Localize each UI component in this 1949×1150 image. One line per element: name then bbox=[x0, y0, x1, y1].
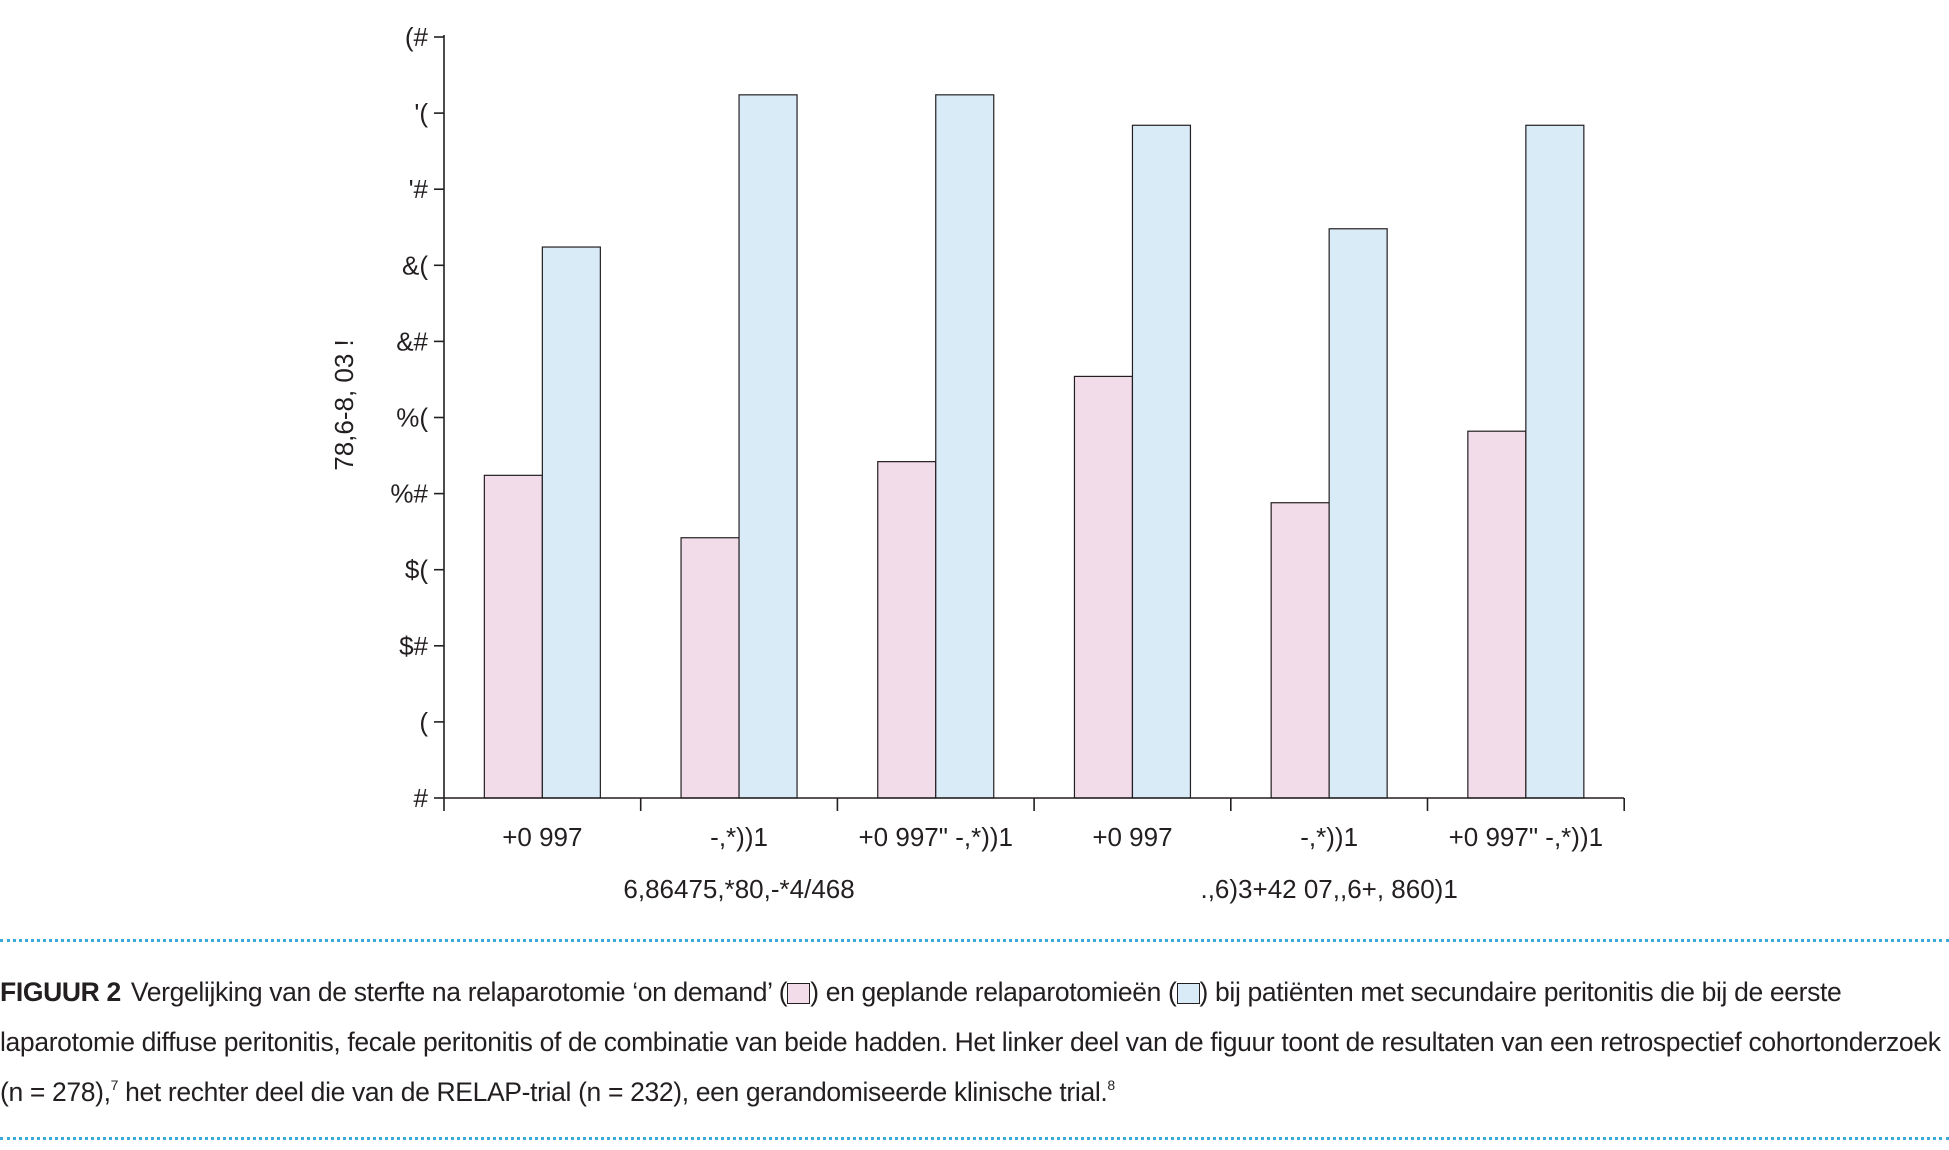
x-group-label: 6,86475,*80,-*4/468 bbox=[623, 874, 854, 904]
y-tick-label: &( bbox=[402, 250, 428, 280]
caption-text-3: ) bij patiënten met secundaire peritonit… bbox=[0, 977, 1941, 1107]
y-tick-label: # bbox=[414, 783, 429, 813]
bar-planned bbox=[541, 246, 601, 799]
bar-planned bbox=[935, 94, 995, 799]
y-tick-label: ( bbox=[419, 707, 428, 737]
x-axis-ticks bbox=[443, 798, 1625, 811]
y-tick-label: '# bbox=[409, 174, 429, 204]
bar-planned bbox=[738, 94, 798, 799]
caption-divider-top bbox=[0, 939, 1949, 942]
figure-caption: FIGUUR 2 Vergelijking van de sterfte na r… bbox=[0, 967, 1945, 1117]
x-category-label: -,*))1 bbox=[710, 822, 768, 852]
reference-8: 8 bbox=[1107, 1077, 1115, 1093]
bar-planned bbox=[1328, 228, 1388, 799]
figure-label: FIGUUR 2 bbox=[0, 977, 121, 1007]
y-axis-ticks: # ( $# $( %# %( &# &( '# '( (# bbox=[390, 22, 444, 813]
x-category-label: +0 997 bbox=[502, 822, 582, 852]
y-tick-label: $( bbox=[405, 555, 428, 585]
x-group-label: .,6)3+42 07,,6+, 860)1 bbox=[1200, 874, 1457, 904]
y-tick-label: %( bbox=[396, 403, 428, 433]
caption-text-2: ) en geplande relaparotomieën ( bbox=[810, 977, 1177, 1007]
bar-planned bbox=[1131, 124, 1192, 799]
y-tick-label: $# bbox=[399, 631, 428, 661]
caption-text-1: Vergelijking van de sterfte na relaparot… bbox=[130, 977, 788, 1007]
bar-on-demand bbox=[1467, 430, 1527, 799]
x-axis-labels: +0 997 -,*))1 +0 997" -,*))1 +0 997 -,*))1 +0… bbox=[502, 822, 1603, 852]
bar-on-demand bbox=[680, 537, 740, 799]
bars bbox=[483, 94, 1585, 799]
y-tick-label: %# bbox=[390, 479, 428, 509]
bar-on-demand bbox=[1270, 502, 1330, 799]
bar-on-demand bbox=[877, 461, 937, 799]
caption-divider-bottom bbox=[0, 1137, 1949, 1140]
bar-planned bbox=[1525, 124, 1585, 799]
blue-legend-swatch-icon bbox=[1176, 983, 1200, 1004]
reference-7: 7 bbox=[110, 1077, 119, 1093]
y-axis-title: 78,6-8, 03 ! bbox=[329, 339, 359, 471]
y-tick-label: &# bbox=[396, 326, 428, 356]
bar-on-demand bbox=[483, 474, 543, 799]
y-tick-label: '( bbox=[414, 98, 428, 128]
y-tick-label: (# bbox=[405, 22, 429, 52]
group-labels: 6,86475,*80,-*4/468 .,6)3+42 07,,6+, 860)… bbox=[623, 874, 1457, 904]
mortality-bar-chart: # ( $# $( %# %( &# &( '# '( (# +0 997 -,*))1 +0 997"… bbox=[329, 22, 1625, 904]
bar-on-demand bbox=[1073, 375, 1134, 799]
x-category-label: +0 997 bbox=[1092, 822, 1172, 852]
pink-legend-swatch-icon bbox=[787, 983, 811, 1004]
caption-text-4: het rechter deel die van de RELAP-trial … bbox=[118, 1077, 1108, 1107]
x-category-label: -,*))1 bbox=[1300, 822, 1358, 852]
x-category-label: +0 997" -,*))1 bbox=[1449, 822, 1603, 852]
x-category-label: +0 997" -,*))1 bbox=[859, 822, 1013, 852]
